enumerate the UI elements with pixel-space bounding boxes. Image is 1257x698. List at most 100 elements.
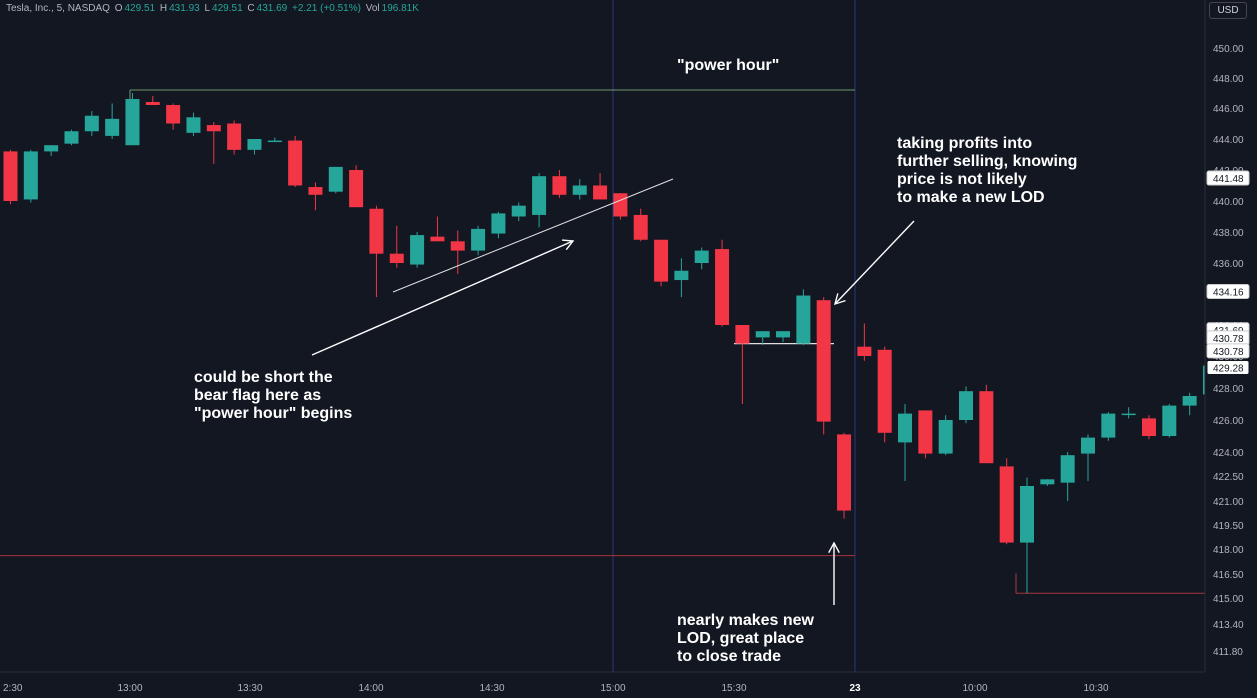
candle-body xyxy=(1162,405,1177,436)
price-marker: 429.28 xyxy=(1206,360,1250,376)
time-tick-label: 13:00 xyxy=(117,683,142,694)
candle xyxy=(349,165,364,208)
candle xyxy=(471,225,486,256)
candle-body xyxy=(1020,486,1034,543)
ohlc-legend: Tesla, Inc., 5, NASDAQ O 429.51 H 431.93 L… xyxy=(6,3,421,14)
candle xyxy=(1040,479,1055,486)
candle xyxy=(1060,452,1075,501)
candle-body xyxy=(267,140,282,143)
candle xyxy=(125,93,140,146)
arrow-head xyxy=(833,293,846,306)
candle-body xyxy=(857,346,872,356)
candle xyxy=(206,121,221,164)
candle xyxy=(735,325,750,404)
candle-body xyxy=(837,434,852,511)
candle xyxy=(1020,477,1034,594)
candle xyxy=(898,404,913,481)
candle-body xyxy=(938,420,953,454)
candle-body xyxy=(1141,418,1156,436)
price-tick-label: 438.00 xyxy=(1213,228,1244,239)
candle-body xyxy=(1182,396,1197,406)
candle xyxy=(267,137,282,143)
price-tick-label: 415.00 xyxy=(1213,594,1244,605)
candle xyxy=(64,129,79,146)
candle xyxy=(654,239,669,287)
candle xyxy=(837,432,852,519)
candle-body xyxy=(450,241,465,251)
price-tick-label: 428.00 xyxy=(1213,384,1244,395)
candle-body xyxy=(715,249,730,325)
candle xyxy=(918,410,933,459)
candle-body xyxy=(918,410,933,454)
arrow-head xyxy=(561,239,575,251)
candle-body xyxy=(633,214,648,240)
candle xyxy=(1162,404,1177,438)
candle xyxy=(84,111,99,136)
price-marker-label: 441.48 xyxy=(1213,174,1244,185)
candle xyxy=(3,149,18,205)
low-value: 429.51 xyxy=(212,3,243,14)
candle-body xyxy=(3,151,18,201)
symbol-label: Tesla, Inc., 5, NASDAQ xyxy=(6,3,110,14)
candle-body xyxy=(694,250,709,263)
price-marker-box xyxy=(1206,360,1250,376)
price-tick-label: 419.50 xyxy=(1213,521,1244,532)
candle xyxy=(999,458,1014,545)
nearly-new-lod-note: nearly makes new LOD, great place to clo… xyxy=(677,612,814,665)
price-marker: 434.16 xyxy=(1206,284,1250,300)
candle xyxy=(247,139,262,155)
candle xyxy=(877,346,892,443)
candle-body xyxy=(308,187,323,195)
candle-body xyxy=(1121,413,1136,416)
volume-label: Vol xyxy=(365,3,380,14)
price-marker: 430.78 xyxy=(1206,343,1250,359)
candle xyxy=(857,323,872,361)
price-marker-box xyxy=(1206,170,1250,186)
power-hour-label: "power hour" xyxy=(677,57,780,74)
price-tick-label: 411.80 xyxy=(1213,647,1243,658)
candle xyxy=(938,415,953,456)
candle xyxy=(816,297,831,435)
candle xyxy=(288,135,303,188)
candle xyxy=(979,384,994,464)
price-marker-label: 429.28 xyxy=(1213,364,1244,375)
price-marker-label: 434.16 xyxy=(1213,288,1244,299)
candle-body xyxy=(206,125,221,132)
candle xyxy=(227,120,242,155)
candle xyxy=(572,179,587,200)
price-marker: 430.78 xyxy=(1206,330,1250,346)
arrow-to-bounce xyxy=(833,220,915,306)
currency-button[interactable]: USD xyxy=(1209,2,1247,19)
arrow-shaft xyxy=(834,220,915,305)
candle-body xyxy=(369,208,384,254)
candle-body xyxy=(410,235,425,265)
candle xyxy=(389,225,404,268)
price-tick-label: 436.00 xyxy=(1213,259,1244,270)
candle-body xyxy=(735,325,750,344)
price-tick-label: 426.00 xyxy=(1213,416,1244,427)
candle-body xyxy=(328,166,343,192)
candle xyxy=(755,331,770,346)
candle-body xyxy=(44,145,59,152)
candle-body xyxy=(755,331,770,338)
candle-body xyxy=(654,239,669,282)
candle xyxy=(674,258,689,298)
candle xyxy=(145,96,160,105)
candle xyxy=(450,230,465,274)
price-marker: 441.48 xyxy=(1206,170,1250,186)
time-tick-label: 15:30 xyxy=(721,683,746,694)
candle-body xyxy=(613,193,628,217)
candle-body xyxy=(1060,455,1075,483)
candle xyxy=(796,289,811,346)
candle xyxy=(430,216,445,242)
time-tick-label: 15:00 xyxy=(600,683,625,694)
candle-body xyxy=(552,176,567,195)
price-tick-label: 444.00 xyxy=(1213,135,1244,146)
candle xyxy=(166,103,181,130)
time-tick-label: 13:30 xyxy=(237,683,262,694)
candle xyxy=(552,170,567,198)
candle-body xyxy=(491,213,506,234)
candle xyxy=(633,208,648,242)
candle xyxy=(410,232,425,268)
